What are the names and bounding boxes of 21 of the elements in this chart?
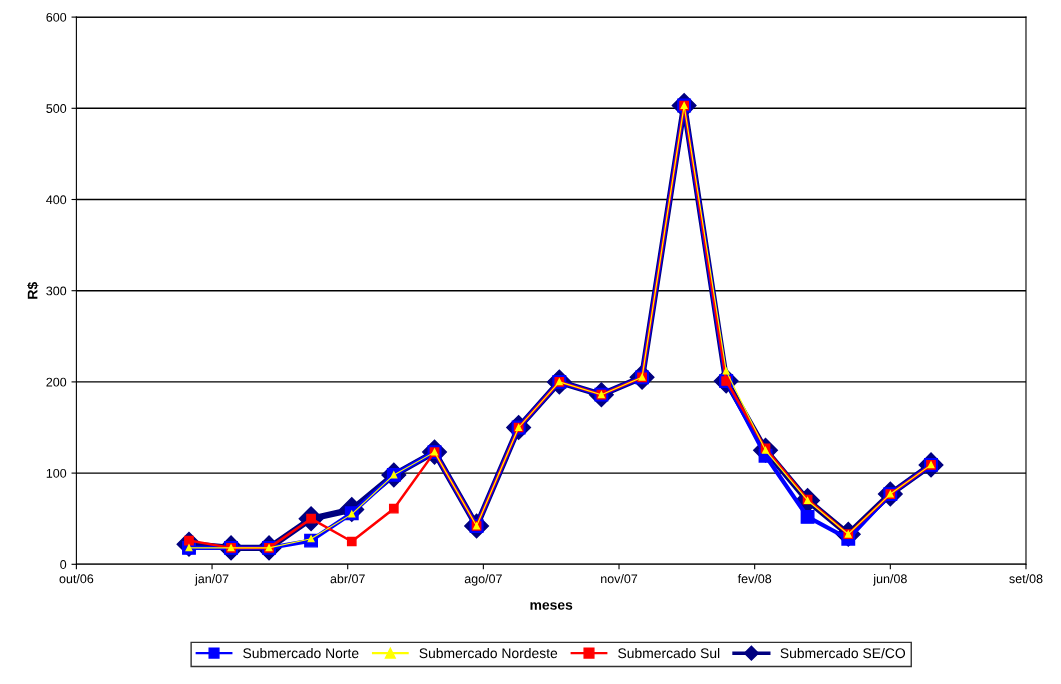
y-tick-label: 200 [46,377,67,387]
legend-label: Submercado SE/CO [780,647,906,659]
x-axis-title: meses [530,602,573,610]
y-tick-label: 0 [60,560,67,569]
y-tick-label: 100 [46,468,67,478]
x-tick-label: jun/08 [873,574,907,586]
x-tick-label: nov/07 [601,574,638,584]
legend-label: Submercado Nordeste [419,647,558,659]
y-axis-title: R$ [27,282,39,299]
x-tick-label: abr/07 [330,574,365,584]
legend-label: Submercado Sul [618,647,720,659]
legend-label: Submercado Norte [243,647,359,659]
x-tick-label: jan/07 [194,574,229,586]
y-tick-label: 500 [46,104,67,113]
x-tick-label: ago/07 [464,574,502,586]
y-tick-label: 600 [46,12,67,22]
x-tick-label: set/08 [1009,574,1043,584]
x-tick-label: out/06 [59,574,94,584]
y-tick-label: 300 [46,286,67,296]
y-tick-label: 400 [46,195,67,205]
x-tick-label: fev/08 [737,574,772,584]
